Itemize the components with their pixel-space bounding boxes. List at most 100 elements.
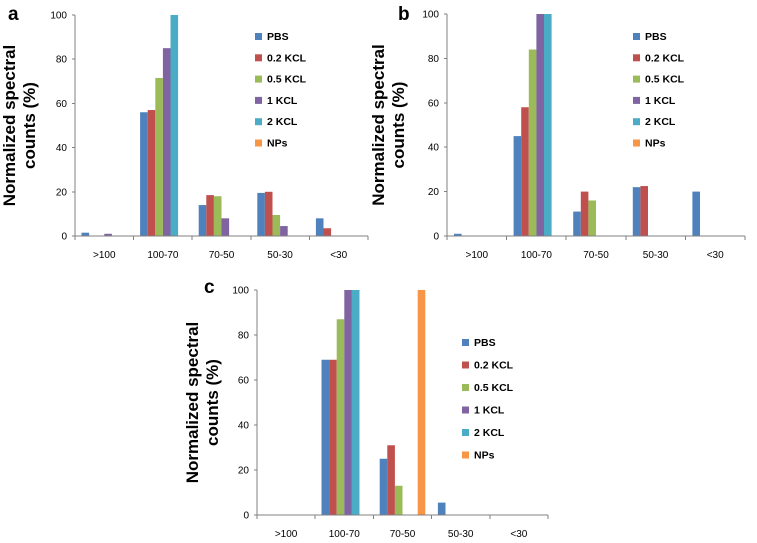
panel-letter: a (8, 4, 19, 25)
x-tick-label: 50-30 (267, 250, 293, 261)
bar-0-2-kcl-2 (580, 191, 589, 236)
legend-swatch (633, 75, 640, 83)
y-axis-label-line: Normalized spectral (0, 45, 19, 207)
bar-0-5-kcl-1 (155, 77, 163, 236)
x-tick-label: <30 (510, 529, 527, 540)
legend-swatch (633, 96, 640, 104)
bar-0-5-kcl-1 (528, 49, 537, 236)
bar-pbs-2 (379, 458, 388, 515)
legend-swatch (255, 139, 262, 147)
legend-label: 1 KCL (645, 95, 676, 107)
legend-label: NPs (645, 138, 666, 150)
legend-swatch (462, 406, 469, 414)
legend-label: NPs (474, 450, 495, 462)
y-tick-label: 60 (56, 99, 68, 110)
y-tick-label: 0 (243, 511, 249, 522)
y-tick-label: 80 (238, 331, 250, 342)
y-tick-label: 60 (428, 98, 440, 109)
legend-label: 0.2 KCL (474, 360, 514, 372)
x-tick-label: 100-70 (147, 250, 179, 261)
y-axis-label-line: Normalized spectral (183, 322, 202, 484)
chart-panel-a: a Normalized spectralcounts (%) 0 20 40 60 80 1… (0, 4, 369, 261)
x-tick-label: 50-30 (448, 529, 474, 540)
y-axis-label: Normalized spectralcounts (%) (183, 322, 222, 484)
bar-0-5-kcl-2 (588, 200, 596, 236)
legend-label: 0.5 KCL (267, 74, 307, 86)
x-tick-label: <30 (707, 250, 724, 261)
legend-swatch (462, 384, 469, 391)
y-axis-label: Normalized spectralcounts (%) (0, 45, 39, 207)
bar-1-kcl-3 (280, 226, 288, 236)
legend-swatch (255, 75, 262, 83)
panel-letter: b (398, 4, 410, 25)
legend-label: NPs (267, 138, 288, 150)
bar-pbs-4 (692, 191, 700, 236)
bar-pbs-0 (81, 232, 90, 236)
bar-pbs-2 (573, 211, 581, 236)
y-axis-label-line: counts (%) (389, 82, 408, 169)
bar-1-kcl-1 (344, 290, 352, 515)
legend-label: 2 KCL (474, 427, 505, 439)
bar-0-2-kcl-2 (387, 445, 395, 515)
bar-0-2-kcl-1 (147, 110, 156, 236)
bar-0-2-kcl-1 (521, 107, 529, 237)
bar-pbs-4 (315, 218, 324, 236)
bar-0-2-kcl-3 (264, 191, 273, 236)
legend-swatch (255, 96, 262, 104)
bar-0-2-kcl-3 (640, 186, 648, 236)
x-tick-label: 70-50 (209, 250, 235, 261)
y-tick-label: 60 (238, 376, 250, 387)
legend-swatch (633, 118, 640, 126)
legend-swatch (633, 54, 640, 62)
y-axis-label-line: counts (%) (20, 82, 39, 169)
bar-2-kcl-1 (351, 290, 360, 515)
chart-panel-b: b Normalized spectralcounts (%) 0 20 40 60 80 1… (369, 4, 746, 261)
y-tick-label: 40 (428, 143, 440, 154)
bar-pbs-1 (513, 136, 522, 236)
bar-1-kcl-1 (162, 48, 171, 237)
bar-pbs-3 (632, 187, 641, 236)
x-tick-label: 100-70 (329, 529, 361, 540)
legend-swatch (633, 33, 640, 40)
legend-label: 0.5 KCL (645, 74, 685, 86)
bar-1-kcl-0 (104, 233, 112, 236)
x-tick-label: 70-50 (390, 529, 416, 540)
y-tick-label: 100 (422, 10, 439, 21)
y-tick-label: 80 (428, 54, 440, 65)
legend-swatch (255, 118, 262, 126)
chart-panel-c: c Normalized spectralcounts (%) 0 20 40 60 80 1… (183, 277, 549, 540)
bar-2-kcl-1 (544, 14, 552, 236)
y-tick-label: 0 (433, 232, 439, 243)
legend-label: 0.2 KCL (645, 52, 685, 64)
legend-swatch (255, 54, 262, 62)
legend-swatch (255, 33, 262, 40)
x-tick-label: >100 (466, 250, 489, 261)
legend-swatch (462, 429, 469, 436)
y-axis-label-line: Normalized spectral (369, 44, 388, 206)
x-tick-label: >100 (275, 529, 298, 540)
y-tick-label: 100 (50, 11, 67, 22)
bar-1-kcl-2 (221, 218, 230, 236)
x-tick-label: 100-70 (521, 250, 553, 261)
y-tick-label: 20 (428, 187, 440, 198)
y-tick-label: 20 (238, 466, 250, 477)
y-tick-label: 80 (56, 55, 68, 66)
legend-label: 2 KCL (267, 116, 298, 128)
x-tick-label: <30 (330, 250, 347, 261)
y-axis-label: Normalized spectralcounts (%) (369, 44, 408, 206)
panel-letter: c (204, 277, 215, 298)
bar-pbs-0 (454, 233, 462, 236)
bar-pbs-2 (198, 205, 207, 236)
legend-swatch (462, 451, 469, 459)
y-tick-label: 40 (238, 421, 250, 432)
y-tick-label: 100 (232, 286, 249, 297)
legend-swatch (462, 339, 469, 346)
bar-0-5-kcl-2 (213, 196, 222, 236)
legend-label: PBS (645, 31, 667, 43)
bar-pbs-1 (140, 112, 148, 236)
bar-pbs-1 (321, 359, 330, 515)
bar-0-5-kcl-1 (336, 319, 345, 515)
legend-label: 0.5 KCL (474, 382, 514, 394)
x-tick-label: >100 (93, 250, 116, 261)
